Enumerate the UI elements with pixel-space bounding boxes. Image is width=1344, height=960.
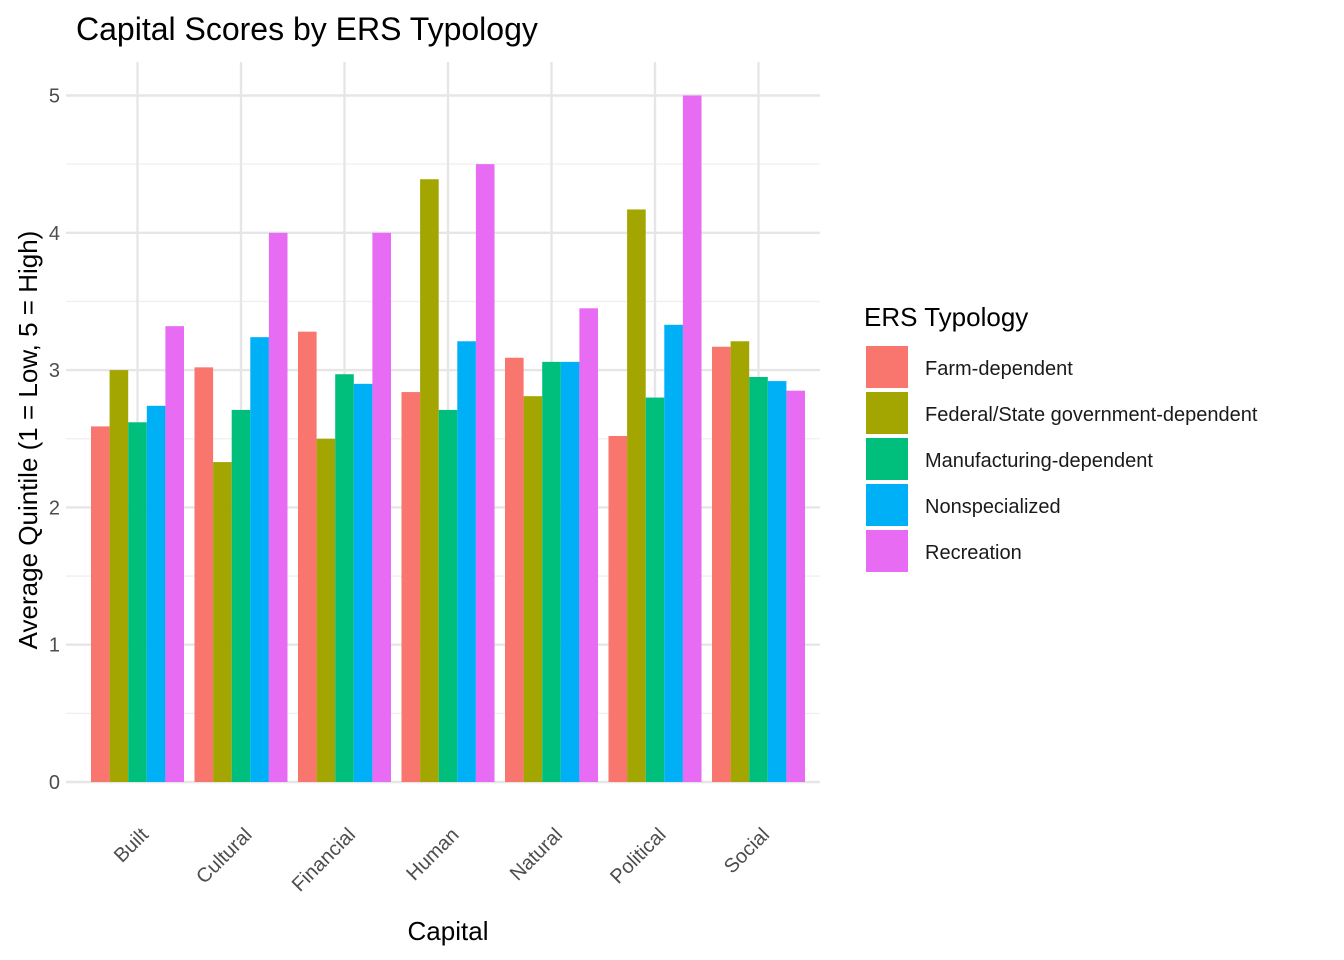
bar-financial-nonspecialized: [353, 383, 373, 782]
bar-cultural-manufacturing-dependent: [231, 409, 251, 782]
bar-cultural-federal-state-government-dependent: [213, 462, 232, 782]
bar-human-nonspecialized: [457, 341, 476, 782]
x-tick-label-political: Political: [606, 824, 670, 888]
bar-political-recreation: [682, 95, 702, 782]
bar-social-nonspecialized: [767, 381, 787, 782]
legend-label-federal-state-government-dependent: Federal/State government-dependent: [925, 404, 1258, 426]
legend-swatch-federal-state-government-dependent: [866, 392, 908, 434]
legend-title: ERS Typology: [864, 302, 1028, 332]
bar-built-recreation: [165, 326, 184, 782]
bar-built-nonspecialized: [146, 405, 166, 782]
y-tick-label: 4: [49, 223, 60, 245]
bar-political-farm-dependent: [608, 436, 628, 782]
bar-cultural-nonspecialized: [250, 337, 269, 782]
bar-human-federal-state-government-dependent: [420, 179, 439, 782]
legend-swatch-farm-dependent: [866, 346, 908, 388]
bar-financial-recreation: [372, 232, 391, 783]
legend-swatch-manufacturing-dependent: [866, 438, 908, 480]
bars: [91, 95, 805, 783]
bar-political-nonspecialized: [664, 324, 683, 782]
legend: ERS Typology Farm-dependent Federal/State…: [864, 302, 1258, 572]
bar-social-farm-dependent: [712, 346, 731, 782]
y-tick-label: 1: [49, 635, 60, 657]
bar-natural-manufacturing-dependent: [542, 361, 561, 782]
bar-social-recreation: [786, 390, 805, 782]
legend-label-recreation: Recreation: [925, 542, 1022, 564]
y-tick-label: 2: [49, 497, 60, 519]
bar-built-farm-dependent: [91, 426, 110, 782]
legend-label-nonspecialized: Nonspecialized: [925, 496, 1061, 518]
bar-financial-federal-state-government-dependent: [316, 438, 336, 782]
bar-natural-farm-dependent: [505, 357, 524, 782]
bar-built-manufacturing-dependent: [128, 422, 147, 782]
x-tick-label-built: Built: [110, 824, 153, 867]
bar-natural-nonspecialized: [560, 361, 580, 782]
y-tick-labels: 0 1 2 3 4 5: [49, 86, 60, 795]
bar-natural-federal-state-government-dependent: [523, 396, 543, 782]
bar-political-manufacturing-dependent: [645, 397, 665, 782]
x-tick-label-social: Social: [720, 824, 774, 878]
x-axis-title: Capital: [408, 916, 489, 946]
legend-swatch-recreation: [866, 530, 908, 572]
y-tick-label: 3: [49, 360, 60, 382]
bar-human-manufacturing-dependent: [438, 409, 458, 782]
x-tick-label-human: Human: [402, 824, 463, 885]
y-tick-label: 0: [49, 772, 60, 794]
bar-human-recreation: [475, 164, 495, 782]
bar-cultural-recreation: [268, 232, 288, 783]
bar-natural-recreation: [579, 308, 598, 782]
bar-political-federal-state-government-dependent: [627, 209, 646, 782]
y-axis-title: Average Quintile (1 = Low, 5 = High): [13, 231, 43, 650]
legend-swatch-nonspecialized: [866, 484, 908, 526]
legend-label-farm-dependent: Farm-dependent: [925, 358, 1073, 380]
x-tick-label-cultural: Cultural: [192, 824, 256, 888]
bar-built-federal-state-government-dependent: [109, 370, 129, 782]
x-tick-label-financial: Financial: [288, 824, 360, 896]
bar-financial-manufacturing-dependent: [335, 374, 354, 782]
bar-financial-farm-dependent: [298, 331, 317, 782]
x-tick-labels: Built Cultural Financial Human Natural Politi…: [110, 824, 774, 896]
chart-title: Capital Scores by ERS Typology: [76, 11, 538, 47]
y-tick-label: 5: [49, 86, 60, 108]
bar-cultural-farm-dependent: [194, 367, 214, 782]
bar-social-manufacturing-dependent: [749, 376, 768, 782]
x-tick-label-natural: Natural: [506, 824, 567, 885]
bar-human-farm-dependent: [401, 392, 421, 782]
legend-label-manufacturing-dependent: Manufacturing-dependent: [925, 450, 1153, 472]
bar-social-federal-state-government-dependent: [730, 341, 750, 782]
